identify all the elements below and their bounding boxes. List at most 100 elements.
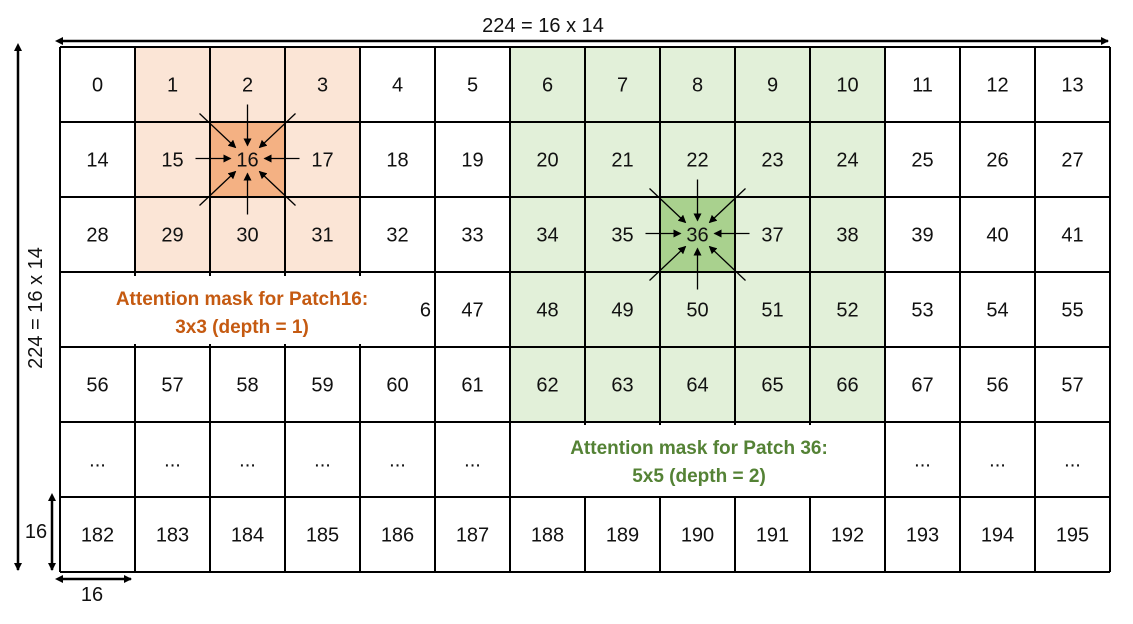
patch-number: 51	[761, 300, 783, 322]
patch-number: 24	[836, 150, 858, 172]
patch-number: 63	[611, 375, 633, 397]
patch-number: 41	[1061, 225, 1083, 247]
patch-number: 12	[986, 75, 1008, 97]
patch-number: 62	[536, 375, 558, 397]
patch-height-label: 16	[25, 521, 47, 543]
patch-number: 195	[1056, 525, 1089, 547]
patch-number: 17	[311, 150, 333, 172]
patch-number: 66	[836, 375, 858, 397]
patch-number: 2	[242, 75, 253, 97]
patch-number: 4	[392, 75, 403, 97]
patch-number: 9	[767, 75, 778, 97]
attention-arrow	[199, 170, 237, 206]
patch-number: 0	[92, 75, 103, 97]
patch-number: 38	[836, 225, 858, 247]
patch-number: 188	[531, 525, 564, 547]
patch36-caption-line1: Attention mask for Patch 36:	[570, 438, 828, 459]
patch-number: ...	[914, 450, 931, 472]
patch-number: 57	[1061, 375, 1083, 397]
patch-number: 56	[86, 375, 108, 397]
patch-number: 189	[606, 525, 639, 547]
patch-number: 5	[467, 75, 478, 97]
patch-number: 53	[911, 300, 933, 322]
patch-number: 190	[681, 525, 714, 547]
attention-arrow	[199, 113, 237, 149]
patch-number: ...	[989, 450, 1006, 472]
patch-number: ...	[89, 450, 106, 472]
attention-arrow	[649, 245, 687, 281]
patch-number: 187	[456, 525, 489, 547]
patch-number: 30	[236, 225, 258, 247]
patch-number: 6	[542, 75, 553, 97]
patch36-caption-line2: 5x5 (depth = 2)	[632, 466, 766, 487]
patch-number: 192	[831, 525, 864, 547]
patch-number: 194	[981, 525, 1014, 547]
partial-patch-number: 6	[420, 300, 431, 322]
patch-number: 13	[1061, 75, 1083, 97]
patch-number: 185	[306, 525, 339, 547]
patch-number: 54	[986, 300, 1008, 322]
attention-arrow	[258, 113, 296, 149]
patch36-caption-box	[511, 425, 884, 496]
attention-arrow	[708, 245, 746, 281]
patch-number: 34	[536, 225, 558, 247]
patch-number: 57	[161, 375, 183, 397]
patch-number: 3	[317, 75, 328, 97]
patch-number: 37	[761, 225, 783, 247]
attention-arrow	[258, 170, 296, 206]
patch-number: 31	[311, 225, 333, 247]
patch-number: 21	[611, 150, 633, 172]
patch-number: 18	[386, 150, 408, 172]
patch-number: 58	[236, 375, 258, 397]
attention-arrow	[649, 188, 687, 224]
patch-number: ...	[1064, 450, 1081, 472]
patch-number: 67	[911, 375, 933, 397]
patch-number: 52	[836, 300, 858, 322]
patch-number: ...	[464, 450, 481, 472]
height-label: 224 = 16 x 14	[25, 247, 47, 369]
patch-number: 36	[686, 225, 708, 247]
attention-arrow	[708, 188, 746, 224]
patch-number: 11	[912, 75, 933, 97]
width-label: 224 = 16 x 14	[482, 15, 604, 37]
patch-number: 183	[156, 525, 189, 547]
patch16-caption-box	[62, 276, 402, 344]
patch-number: 22	[686, 150, 708, 172]
patch-number: 25	[911, 150, 933, 172]
patch-number: 15	[161, 150, 183, 172]
patch-width-label: 16	[81, 584, 103, 606]
patch-number: 8	[692, 75, 703, 97]
patch-number: 65	[761, 375, 783, 397]
patch-number: ...	[164, 450, 181, 472]
patch-number: 19	[461, 150, 483, 172]
patch-number: 27	[1061, 150, 1083, 172]
patch-number: 23	[761, 150, 783, 172]
patch-number: 28	[86, 225, 108, 247]
patch-number: ...	[389, 450, 406, 472]
patch-number: 7	[617, 75, 628, 97]
patch-number: 39	[911, 225, 933, 247]
patch-number: 48	[536, 300, 558, 322]
patch-number: 184	[231, 525, 264, 547]
patch-number: 40	[986, 225, 1008, 247]
patch-number: 29	[161, 225, 183, 247]
patch-number: 191	[756, 525, 789, 547]
patch-number: 182	[81, 525, 114, 547]
patch-number: 14	[86, 150, 108, 172]
patch-number: 49	[611, 300, 633, 322]
patch-number: 20	[536, 150, 558, 172]
patch-number: 50	[686, 300, 708, 322]
patch-number: 1	[167, 75, 178, 97]
patch-number: 16	[236, 150, 258, 172]
patch-number: 26	[986, 150, 1008, 172]
patch-number: 61	[461, 375, 483, 397]
patch-number: 193	[906, 525, 939, 547]
patch-number: 32	[386, 225, 408, 247]
patch-number: ...	[314, 450, 331, 472]
patch-number: 186	[381, 525, 414, 547]
patch-number: 64	[686, 375, 708, 397]
patch-number: 55	[1061, 300, 1083, 322]
patch16-caption-line2: 3x3 (depth = 1)	[175, 317, 309, 338]
